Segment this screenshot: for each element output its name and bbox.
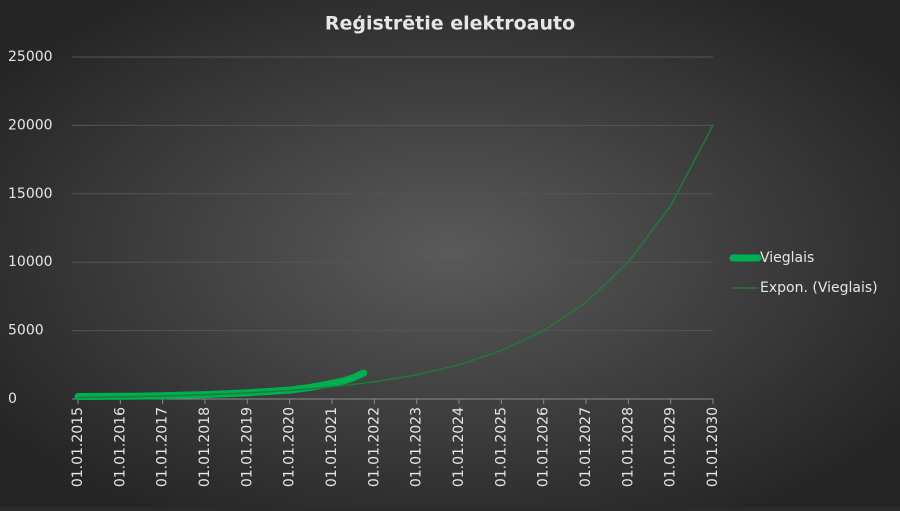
chart-title: Reģistrētie elektroauto	[325, 13, 575, 35]
x-tick-label: 01.01.2024	[451, 407, 467, 487]
x-tick-label: 01.01.2015	[70, 407, 86, 487]
x-tick-label: 01.01.2016	[112, 407, 128, 487]
legend-label: Vieglais	[760, 250, 814, 266]
y-tick-label: 10000	[8, 254, 53, 270]
x-tick-label: 01.01.2025	[493, 407, 509, 487]
x-tick-label: 01.01.2021	[324, 407, 340, 487]
series-line	[77, 124, 714, 399]
x-tick-label: 01.01.2022	[366, 407, 382, 487]
y-tick-label: 15000	[8, 186, 53, 202]
x-tick-label: 01.01.2023	[409, 407, 425, 487]
x-tick-label: 01.01.2028	[620, 407, 636, 487]
y-tick-label: 5000	[8, 323, 44, 339]
x-tick-label: 01.01.2019	[239, 407, 255, 487]
legend-label: Expon. (Vieglais)	[760, 280, 878, 296]
y-tick-label: 20000	[8, 117, 53, 133]
x-tick-label: 01.01.2020	[282, 407, 298, 487]
y-tick-label: 0	[8, 391, 17, 407]
x-tick-label: 01.01.2030	[705, 407, 721, 487]
x-tick-label: 01.01.2017	[155, 407, 171, 487]
x-tick-label: 01.01.2029	[663, 407, 679, 487]
x-tick-label: 01.01.2026	[536, 407, 552, 487]
x-tick-label: 01.01.2018	[197, 407, 213, 487]
x-tick-label: 01.01.2027	[578, 407, 594, 487]
y-tick-label: 25000	[8, 49, 53, 65]
